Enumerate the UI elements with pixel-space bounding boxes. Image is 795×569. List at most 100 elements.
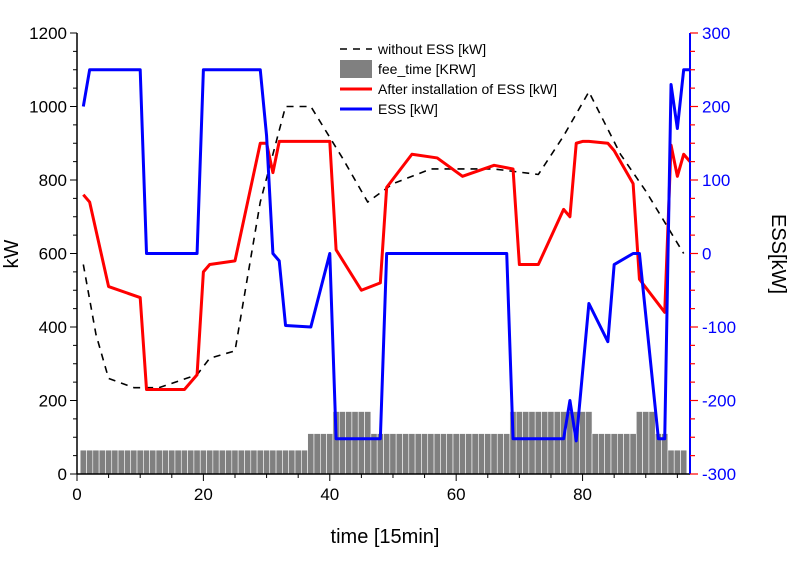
fee-bar (193, 449, 201, 475)
y-tick-label: 200 (39, 392, 67, 411)
fee-bar (648, 411, 656, 475)
fee-bar (263, 449, 271, 475)
fee-bar (515, 411, 523, 475)
fee-bar (256, 449, 264, 475)
without-ess-kw-line (82, 91, 685, 389)
fee-bar (617, 433, 624, 475)
fee-bar (395, 433, 403, 475)
ess-kw-line (81, 68, 690, 443)
legend-label: without ESS [kW] (377, 41, 486, 57)
fee-bar (180, 449, 188, 475)
legend-label: fee_time [KRW] (378, 61, 476, 77)
x-tick-label: 80 (573, 485, 592, 504)
y-tick-label: 600 (39, 245, 67, 264)
fee-bar (477, 433, 485, 475)
fee-bar (244, 449, 252, 475)
fee-bar (338, 411, 346, 475)
fee-bar (610, 433, 618, 475)
fee-bar (604, 433, 612, 475)
fee-bar (326, 433, 334, 475)
fee-bar (440, 433, 447, 475)
y-tick-label: 0 (58, 465, 67, 484)
fee-bar (301, 449, 308, 475)
fee-bar (174, 449, 182, 475)
fee-bar (673, 449, 681, 475)
fee-bar (237, 449, 245, 475)
fee-bar (212, 449, 220, 475)
fee-bar (294, 449, 302, 475)
fee-bar (642, 411, 650, 475)
fee-bar (383, 433, 391, 475)
fee-bars-layer (79, 411, 688, 475)
fee-bar (408, 433, 416, 475)
fee-bar (680, 449, 688, 475)
fee-bar (111, 449, 119, 475)
fee-bar (168, 449, 176, 475)
fee-bar (79, 449, 87, 475)
fee-bar (225, 449, 233, 475)
fee-bar (218, 449, 226, 475)
fee-bar (199, 449, 207, 475)
fee-bar (98, 449, 106, 475)
fee-bar (547, 411, 555, 475)
y2-tick-label: -300 (702, 465, 736, 484)
y-tick-label: 1000 (29, 98, 67, 117)
fee-bar (288, 449, 296, 475)
fee-bar (143, 449, 150, 475)
fee-bar (275, 449, 283, 475)
fee-bar (446, 433, 454, 475)
y2-axis-title: ESS[kW] (767, 214, 789, 294)
after-installation-of-ess-kw-line (82, 139, 692, 391)
fee-bar (598, 433, 605, 475)
fee-bar (130, 449, 138, 475)
fee-bar (149, 449, 157, 475)
fee-bar (136, 449, 144, 475)
x-tick-label: 0 (72, 485, 81, 504)
fee-bar (124, 449, 132, 475)
fee-bar (389, 433, 397, 475)
fee-bar (351, 411, 359, 475)
fee-bar (459, 433, 466, 475)
fee-bar (667, 449, 675, 475)
fee-bar (269, 449, 277, 475)
fee-bar (320, 433, 327, 475)
fee-bar (414, 433, 422, 475)
fee-bar (579, 411, 587, 475)
legend: without ESS [kW] fee_time [KRW] After inst… (340, 41, 557, 117)
fee-bar (162, 449, 169, 475)
fee-bar (357, 411, 365, 475)
fee-bar (231, 449, 239, 475)
fee-bar (553, 411, 561, 475)
fee-bar (452, 433, 460, 475)
fee-bar (528, 411, 536, 475)
x-axis-title: time [15min] (331, 526, 440, 548)
y-tick-label: 400 (39, 318, 67, 337)
fee-bar (591, 433, 599, 475)
fee-bar (585, 411, 593, 475)
fee-bar (427, 433, 435, 475)
legend-label: After installation of ESS [kW] (378, 81, 557, 97)
legend-swatch-fee-time (340, 60, 372, 78)
fee-bar (421, 433, 429, 475)
fee-bar (471, 433, 479, 475)
fee-bar (206, 449, 214, 475)
fee-bar (155, 449, 163, 475)
y2-tick-label: 0 (702, 245, 711, 264)
y-tick-label: 1200 (29, 24, 67, 43)
fee-bar (345, 411, 353, 475)
fee-bar (282, 449, 290, 475)
fee-bar (635, 411, 643, 475)
ticks-layer: 0 20 40 60 80020040060080010001200-300-200-1… (29, 24, 736, 504)
fee-bar (490, 433, 498, 475)
fee-bar (364, 411, 372, 475)
fee-bar (503, 433, 511, 475)
fee-bar (250, 449, 258, 475)
x-tick-label: 20 (194, 485, 213, 504)
y2-tick-label: 300 (702, 24, 730, 43)
y-axis-title: kW (1, 239, 23, 268)
fee-bar (541, 411, 549, 475)
y-tick-label: 800 (39, 171, 67, 190)
fee-bar (522, 411, 530, 475)
